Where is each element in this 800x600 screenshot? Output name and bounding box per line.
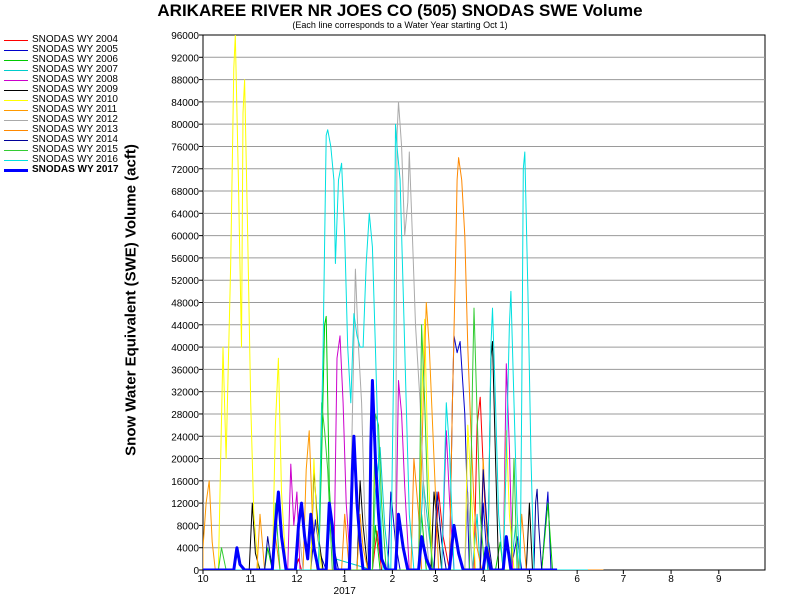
- y-tick-label: 96000: [171, 31, 199, 42]
- y-tick-label: 24000: [171, 432, 199, 443]
- y-tick-label: 60000: [171, 232, 199, 243]
- legend-label: SNODAS WY 2008: [32, 74, 118, 85]
- legend-item: SNODAS WY 2005: [4, 45, 119, 55]
- series-line-snodas-wy-2004: [203, 396, 527, 570]
- series-line-snodas-wy-2008: [203, 335, 573, 570]
- legend-swatch: [4, 139, 28, 141]
- legend-item: SNODAS WY 2016: [4, 155, 119, 165]
- x-tick-label: 10: [197, 574, 209, 585]
- y-tick-label: 56000: [171, 254, 199, 265]
- legend-swatch: [4, 79, 28, 81]
- legend-swatch: [4, 109, 28, 111]
- y-tick-label: 72000: [171, 165, 199, 176]
- y-tick-label: 4000: [177, 544, 200, 555]
- legend-swatch: [4, 168, 28, 172]
- y-tick-label: 8000: [177, 521, 200, 532]
- legend-label: SNODAS WY 2013: [32, 124, 118, 135]
- y-tick-label: 16000: [171, 477, 199, 488]
- y-tick-label: 0: [193, 566, 199, 577]
- y-tick-label: 28000: [171, 410, 199, 421]
- x-tick-label: 4: [480, 574, 486, 585]
- legend-swatch: [4, 89, 28, 91]
- legend-item: SNODAS WY 2015: [4, 145, 119, 155]
- y-tick-label: 80000: [171, 120, 199, 131]
- x-tick-label: 6: [574, 574, 580, 585]
- series-line-snodas-wy-2005: [203, 335, 588, 570]
- y-tick-label: 32000: [171, 388, 199, 399]
- chart-title: ARIKAREE RIVER NR JOES CO (505) SNODAS S…: [157, 1, 643, 20]
- legend-item: SNODAS WY 2004: [4, 35, 119, 45]
- x-tick-label: 12: [291, 574, 303, 585]
- series-line-snodas-wy-2006: [203, 315, 604, 570]
- legend-label: SNODAS WY 2005: [32, 44, 118, 55]
- x-tick-label: 7: [621, 574, 627, 585]
- y-tick-label: 12000: [171, 499, 199, 510]
- legend-item: SNODAS WY 2007: [4, 65, 119, 75]
- y-tick-label: 36000: [171, 365, 199, 376]
- x-tick-label: 1: [342, 574, 348, 585]
- series-line-snodas-wy-2016: [203, 123, 588, 570]
- series-line-snodas-wy-2009: [203, 341, 588, 570]
- legend-label: SNODAS WY 2014: [32, 134, 118, 145]
- chart-subtitle: (Each line corresponds to a Water Year s…: [292, 20, 508, 30]
- legend-label: SNODAS WY 2007: [32, 64, 118, 75]
- y-tick-label: 20000: [171, 455, 199, 466]
- x-tick-label: 5: [527, 574, 533, 585]
- legend-item: SNODAS WY 2010: [4, 95, 119, 105]
- legend-label: SNODAS WY 2006: [32, 54, 118, 65]
- legend-item: SNODAS WY 2012: [4, 115, 119, 125]
- y-tick-label: 84000: [171, 98, 199, 109]
- y-tick-label: 44000: [171, 321, 199, 332]
- y-tick-label: 48000: [171, 299, 199, 310]
- x-tick-label: 2: [390, 574, 396, 585]
- y-tick-label: 92000: [171, 53, 199, 64]
- legend-swatch: [4, 69, 28, 71]
- legend-item: SNODAS WY 2009: [4, 85, 119, 95]
- x-tick-label: 3: [433, 574, 439, 585]
- legend-item: SNODAS WY 2008: [4, 75, 119, 85]
- legend-label: SNODAS WY 2012: [32, 114, 118, 125]
- legend-item: SNODAS WY 2011: [4, 105, 119, 115]
- series-line-snodas-wy-2007: [203, 446, 604, 570]
- x-tick-label: 11: [246, 574, 257, 585]
- y-tick-label: 76000: [171, 142, 199, 153]
- legend-swatch: [4, 119, 28, 121]
- series-line-snodas-wy-2011: [203, 302, 604, 570]
- legend-swatch: [4, 59, 28, 61]
- legend-swatch: [4, 39, 28, 41]
- legend-label: SNODAS WY 2015: [32, 144, 118, 155]
- legend-item: SNODAS WY 2013: [4, 125, 119, 135]
- legend-swatch: [4, 159, 28, 161]
- legend-swatch: [4, 129, 28, 131]
- legend-label: SNODAS WY 2010: [32, 94, 118, 105]
- y-tick-label: 52000: [171, 276, 199, 287]
- legend-item: SNODAS WY 2014: [4, 135, 119, 145]
- y-tick-label: 64000: [171, 209, 199, 220]
- x-year-label: 2017: [334, 586, 357, 597]
- legend: SNODAS WY 2004 SNODAS WY 2005 SNODAS WY 20…: [4, 35, 119, 175]
- legend-swatch: [4, 49, 28, 51]
- series-line-snodas-wy-2014: [203, 469, 588, 570]
- legend-label: SNODAS WY 2004: [32, 34, 118, 45]
- legend-item: SNODAS WY 2006: [4, 55, 119, 65]
- legend-label: SNODAS WY 2016: [32, 154, 118, 165]
- series-line-snodas-wy-2017: [203, 379, 558, 570]
- legend-label: SNODAS WY 2011: [32, 104, 118, 115]
- y-tick-label: 88000: [171, 76, 199, 87]
- legend-swatch: [4, 99, 28, 101]
- legend-label: SNODAS WY 2017: [32, 164, 119, 175]
- x-tick-label: 8: [668, 574, 674, 585]
- legend-item: SNODAS WY 2017: [4, 165, 119, 175]
- y-tick-label: 68000: [171, 187, 199, 198]
- y-tick-label: 40000: [171, 343, 199, 354]
- legend-label: SNODAS WY 2009: [32, 84, 118, 95]
- legend-swatch: [4, 149, 28, 151]
- x-tick-label: 9: [716, 574, 722, 585]
